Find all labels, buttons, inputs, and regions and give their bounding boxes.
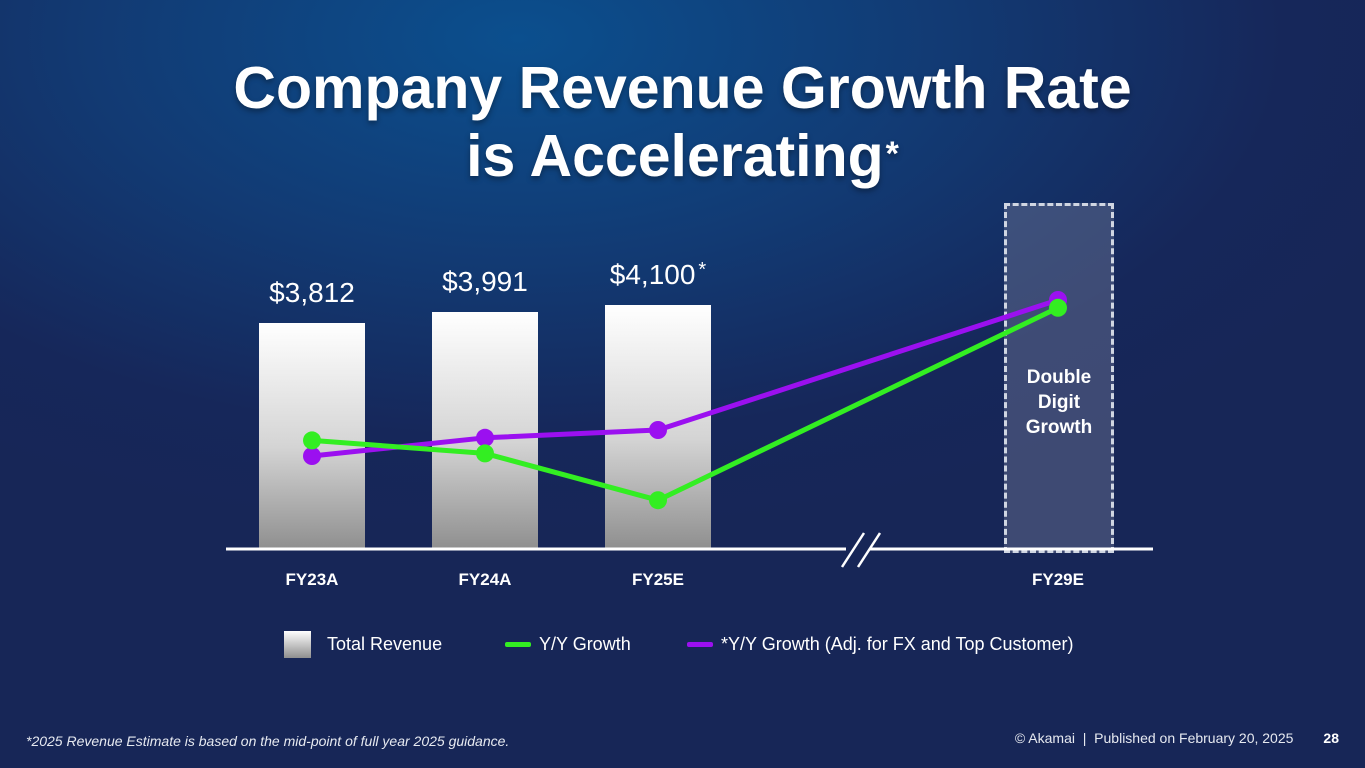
axis-break-mark-1: [840, 532, 866, 568]
adj-growth-point-fy25e: [649, 421, 667, 439]
footer: © Akamai | Published on February 20, 202…: [1015, 730, 1339, 746]
footnote: *2025 Revenue Estimate is based on the m…: [26, 733, 510, 749]
legend-green-line-swatch: [505, 641, 531, 647]
x-tick-fy25e: FY25E: [632, 570, 684, 589]
yy-growth-point-fy24a: [476, 444, 494, 463]
title-line-2-text: is Accelerating: [466, 123, 884, 189]
legend-yy-growth-label: Y/Y Growth: [539, 633, 631, 654]
bar-value-label-fy23a: $3,812: [269, 276, 355, 308]
title-line-1: Company Revenue Growth Rate: [233, 55, 1132, 121]
slide-title: Company Revenue Growth Rate is Accelerat…: [0, 54, 1365, 190]
bar-value-label-fy24a: $3,991: [442, 265, 528, 297]
adj-growth-point-fy23a: [303, 447, 321, 465]
axis-break-mark-2: [856, 532, 882, 568]
title-asterisk: *: [885, 135, 899, 173]
footer-copyright: © Akamai | Published on February 20, 202…: [1014, 730, 1294, 746]
x-tick-fy29e: FY29E: [1032, 570, 1084, 589]
x-tick-fy24a: FY24A: [458, 570, 512, 589]
projection-label: Double Digit Growth: [1025, 367, 1093, 438]
legend-adj-growth: *Y/Y Growth (Adj. for FX and Top Custome…: [687, 630, 1073, 658]
yy-growth-point-fy29e: [1049, 298, 1067, 317]
yy-growth-point-fy25e: [649, 491, 667, 510]
legend-adj-growth-label: *Y/Y Growth (Adj. for FX and Top Custome…: [721, 633, 1074, 654]
legend-total-revenue: Total Revenue: [284, 630, 442, 658]
page-number: 28: [1323, 730, 1339, 746]
yy-growth-point-fy23a: [303, 431, 321, 450]
title-line-2: is Accelerating*: [0, 122, 1365, 190]
axis-break-gap: [846, 545, 870, 553]
legend-yy-growth: Y/Y Growth: [505, 630, 631, 658]
legend-bar-swatch: [284, 630, 311, 658]
x-tick-fy23a: FY23A: [285, 570, 339, 589]
legend-purple-line-swatch: [687, 641, 713, 647]
legend-total-revenue-label: Total Revenue: [327, 633, 443, 654]
series-line-adj-growth: [311, 297, 1059, 459]
bar-value-label-fy25e: $4,100 *: [609, 259, 707, 291]
projection-box: [1004, 203, 1114, 553]
series-line-yy-growth: [311, 305, 1060, 503]
adj-growth-point-fy24a: [476, 428, 494, 447]
